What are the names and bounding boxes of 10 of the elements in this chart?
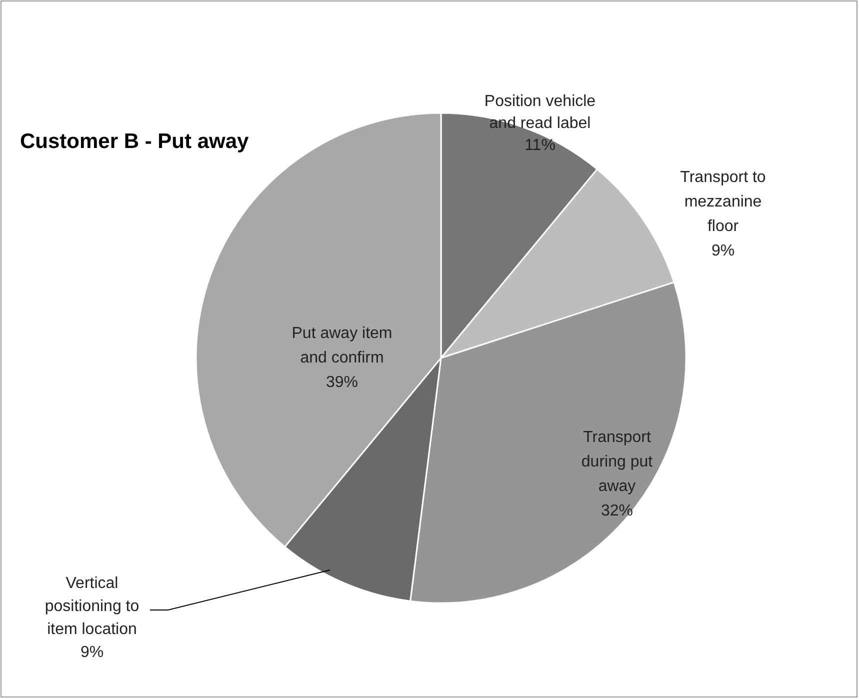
slice-label: Transport to mezzanine floor xyxy=(680,169,766,235)
text: Customer B - Put away xyxy=(20,130,250,153)
data-label: 9% xyxy=(80,644,104,661)
slice-label: Vertical positioning to item location xyxy=(44,575,140,638)
slice-label: Transport during put away xyxy=(581,429,654,495)
data-label: 11% xyxy=(524,137,556,154)
data-label: 9% xyxy=(711,242,735,260)
data-label: 39% xyxy=(326,374,358,391)
slice-label: Put away item and confirm xyxy=(292,325,392,366)
data-label: 32% xyxy=(600,502,634,520)
